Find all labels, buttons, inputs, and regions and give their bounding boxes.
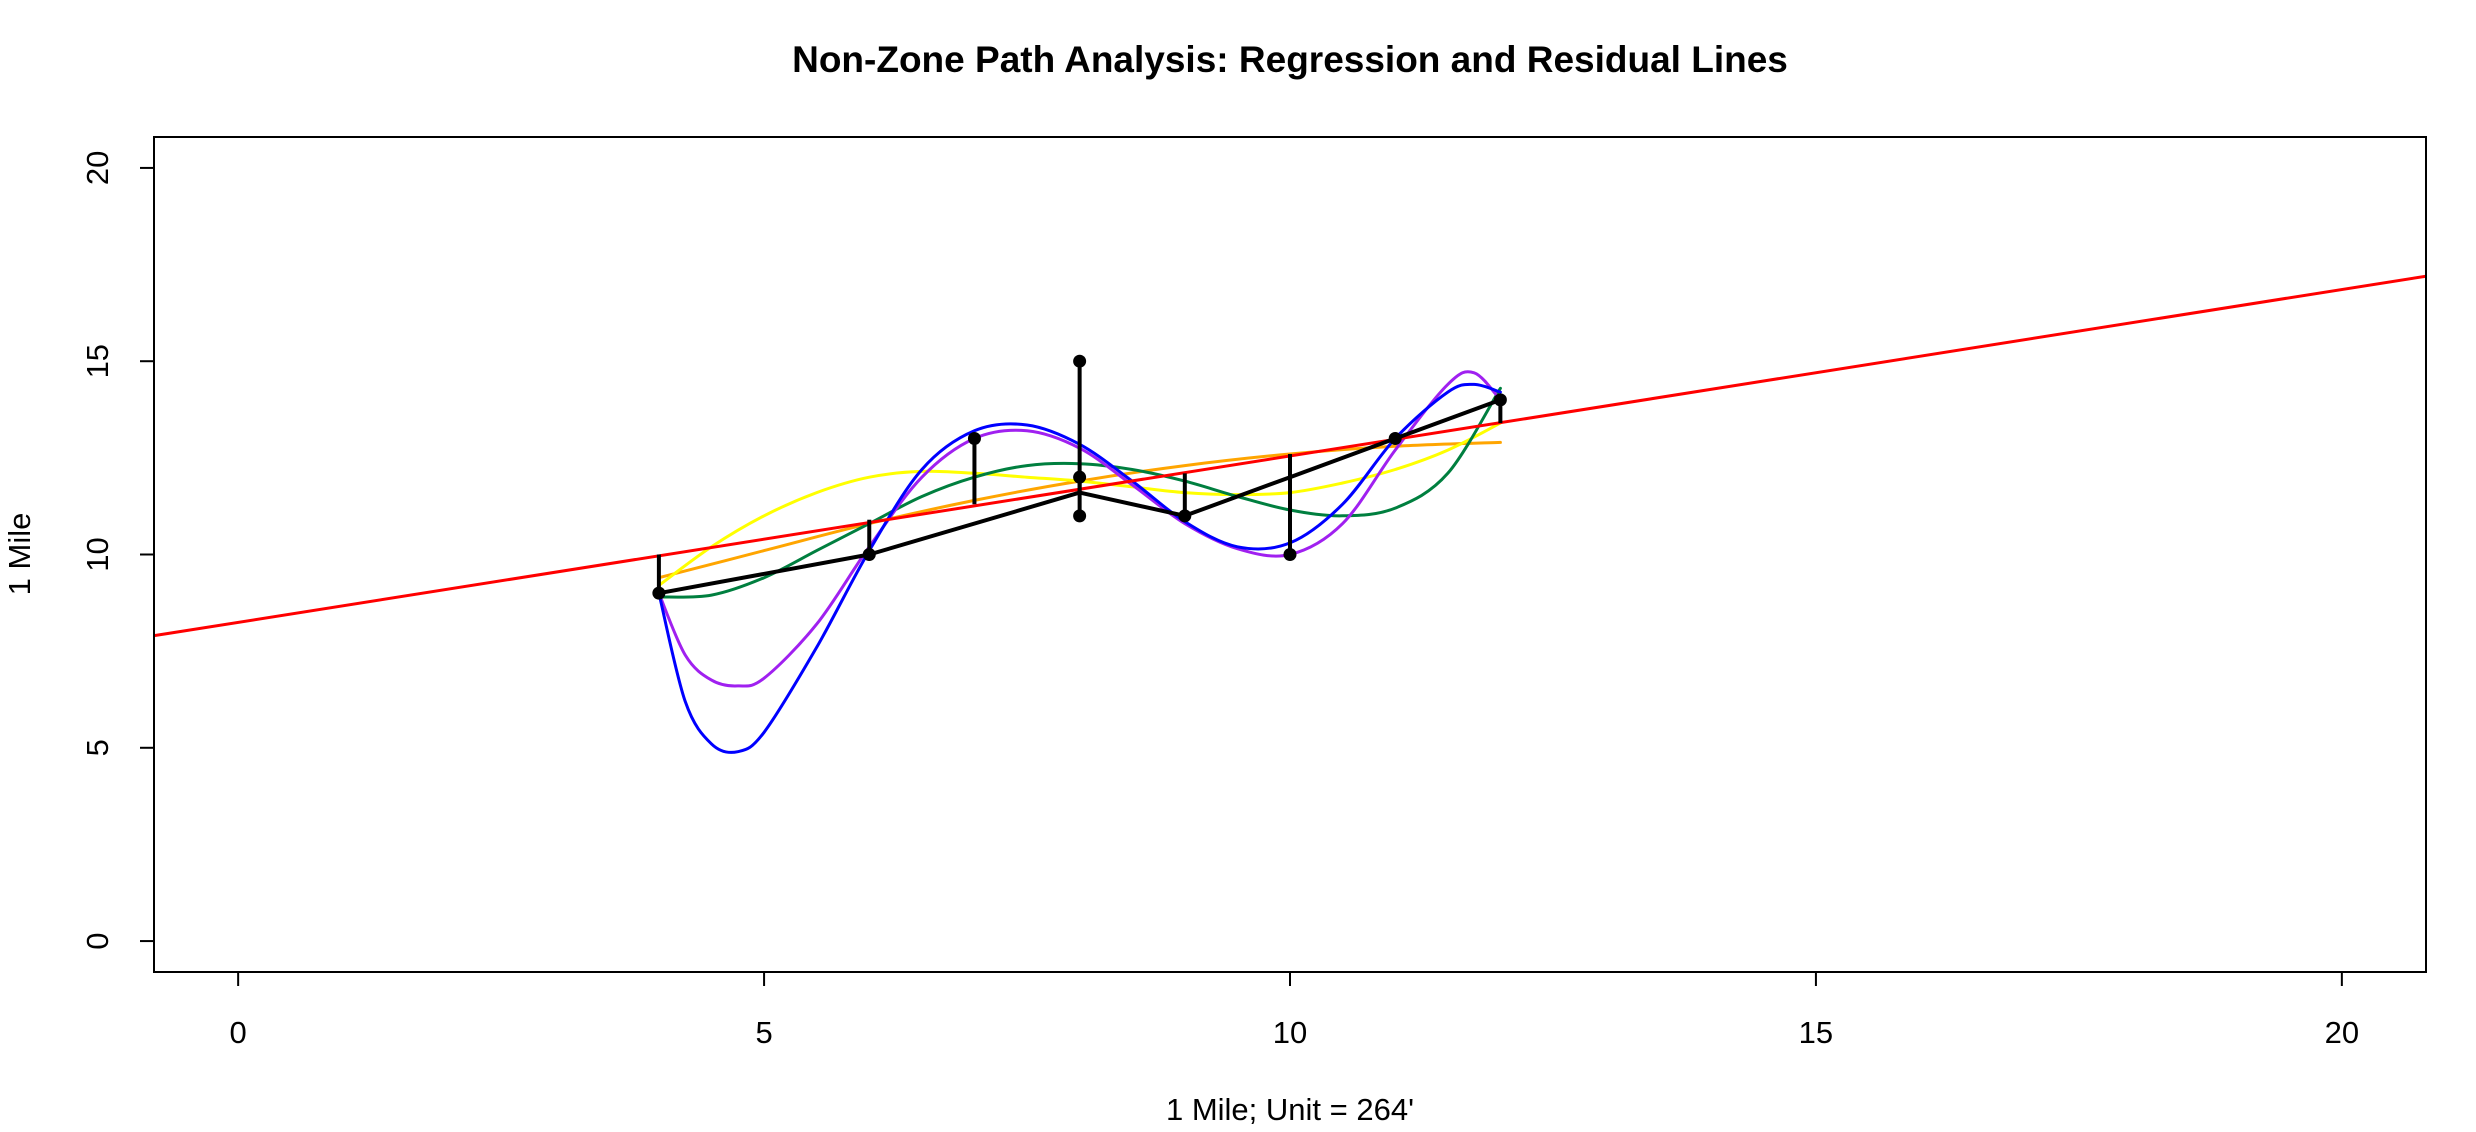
data-point — [652, 586, 666, 600]
y-tick-label: 5 — [80, 739, 115, 756]
x-tick-label: 0 — [230, 1015, 247, 1050]
y-tick-label: 20 — [80, 151, 115, 185]
y-tick-label: 10 — [80, 537, 115, 571]
data-point — [1073, 354, 1087, 368]
data-point — [1493, 393, 1507, 407]
data-point — [1178, 509, 1192, 523]
data-point — [1283, 548, 1297, 561]
data-point — [967, 432, 981, 446]
data-point — [862, 548, 876, 561]
y-axis: 0 5 10 15 20 — [80, 151, 154, 950]
x-axis-label: 1 Mile; Unit = 264' — [1166, 1092, 1414, 1127]
x-tick-label: 5 — [755, 1015, 772, 1050]
x-tick-label: 20 — [2325, 1015, 2359, 1050]
x-axis: 0 5 10 15 20 — [230, 972, 2359, 1050]
chart-title: Non-Zone Path Analysis: Regression and R… — [792, 39, 1788, 80]
x-tick-label: 15 — [1799, 1015, 1833, 1050]
y-axis-label: 1 Mile — [2, 513, 37, 596]
series-line-fit-5 — [657, 370, 1502, 688]
data-point — [1388, 432, 1402, 446]
series-line-fit-6 — [657, 382, 1502, 754]
series-line-fit-4 — [657, 386, 1502, 599]
y-tick-label: 0 — [80, 932, 115, 949]
data-point — [1073, 470, 1087, 484]
y-tick-label: 15 — [80, 344, 115, 378]
x-tick-label: 10 — [1273, 1015, 1307, 1050]
point-layer — [652, 354, 1507, 600]
data-point — [1073, 509, 1087, 523]
